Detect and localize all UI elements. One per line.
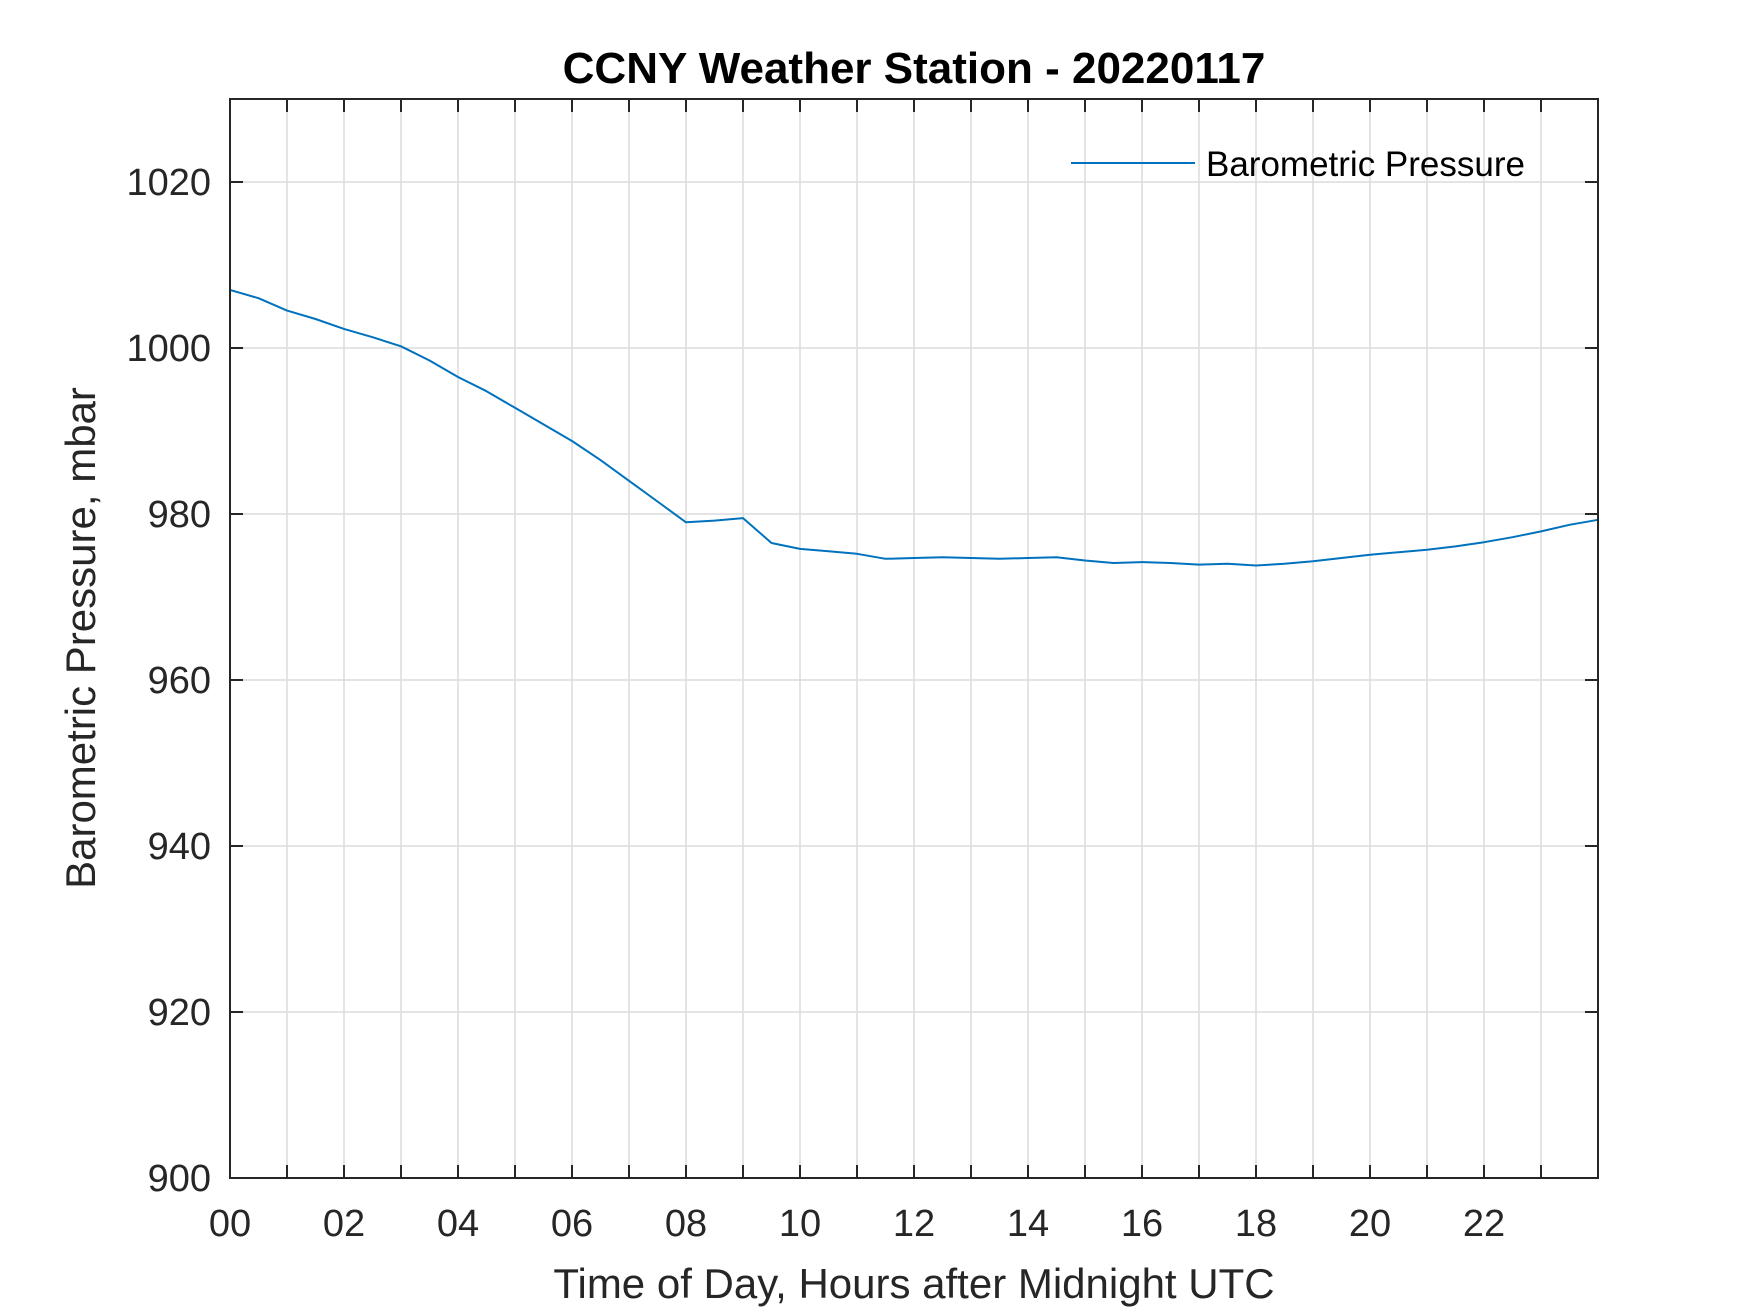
y-tick-labels: 900 920 940 960 980 1000 1020	[126, 162, 211, 1200]
x-tick-label: 16	[1121, 1203, 1163, 1245]
x-tick-label: 18	[1235, 1203, 1277, 1245]
x-tick-label: 22	[1463, 1203, 1505, 1245]
x-tick-label: 20	[1349, 1203, 1391, 1245]
y-tick-label: 1000	[126, 328, 211, 370]
x-tick-label: 02	[323, 1203, 365, 1245]
x-axis-title: Time of Day, Hours after Midnight UTC	[553, 1260, 1274, 1307]
y-tick-label: 960	[148, 660, 211, 702]
x-tick-label: 08	[665, 1203, 707, 1245]
legend-label-barometric-pressure: Barometric Pressure	[1206, 145, 1525, 184]
x-tick-labels: 00 02 04 06 08 10 12 14 16 18 20 22	[209, 1203, 1505, 1245]
x-tick-label: 04	[437, 1203, 479, 1245]
y-tick-label: 980	[148, 494, 211, 536]
y-tick-label: 940	[148, 826, 211, 868]
y-tick-label: 1020	[126, 162, 211, 204]
x-tick-label: 10	[779, 1203, 821, 1245]
plot-frame	[229, 98, 1599, 1179]
grid-lines	[229, 99, 1599, 1179]
x-tick-label: 14	[1007, 1203, 1049, 1245]
y-tick-label: 920	[148, 992, 211, 1034]
legend: Barometric Pressure	[1071, 145, 1525, 184]
x-tick-label: 06	[551, 1203, 593, 1245]
x-tick-label: 12	[893, 1203, 935, 1245]
series-line-barometric-pressure	[229, 288, 1599, 567]
chart-title: CCNY Weather Station - 20220117	[563, 44, 1266, 93]
y-tick-label: 900	[148, 1158, 211, 1200]
x-tick-label: 00	[209, 1203, 251, 1245]
y-axis-title: Barometric Pressure, mbar	[57, 387, 104, 889]
series-layer	[229, 288, 1599, 567]
